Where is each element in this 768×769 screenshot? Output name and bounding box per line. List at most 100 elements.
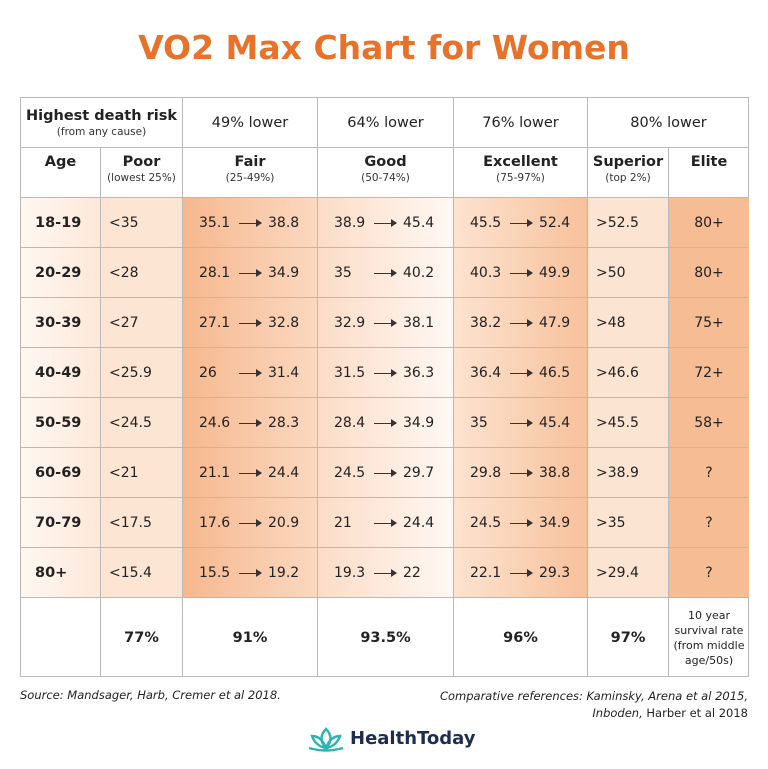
range-start: 35 (470, 414, 488, 431)
value: <15.4 (109, 564, 152, 581)
value: <28 (109, 264, 139, 281)
column-name: Excellent (483, 154, 558, 170)
value: 72+ (694, 364, 724, 381)
ref-text: Harber et al 2018 (646, 706, 748, 720)
cell: >52.5 (587, 197, 668, 247)
range: 15.5 19.2 (183, 548, 317, 597)
value: <17.5 (109, 514, 152, 531)
cell: <28 (100, 247, 182, 297)
title: VO2 Max Chart for Women (138, 28, 630, 67)
cell: >35 (587, 497, 668, 547)
cell: 35.1 38.8 (182, 197, 317, 247)
range-start: 21 (334, 514, 352, 531)
cell: 31.5 36.3 (317, 347, 453, 397)
value: ? (705, 464, 713, 481)
survival-rate: 97% (610, 629, 646, 646)
cell: 35 40.2 (317, 247, 453, 297)
value: 80+ (694, 214, 724, 231)
survival-rate: 93.5% (360, 629, 411, 646)
cell: Highest death risk (from any cause) (20, 97, 182, 147)
range-end: 38.8 (539, 464, 571, 481)
cell (20, 597, 100, 677)
range-end: 38.8 (268, 214, 300, 231)
cell: 19.3 22 (317, 547, 453, 597)
value: >38.9 (596, 464, 639, 481)
cell: 21.1 24.4 (182, 447, 317, 497)
age: 50-59 (35, 414, 82, 431)
arrow (374, 468, 397, 477)
range: 45.5 52.4 (454, 198, 587, 247)
range-start: 40.3 (470, 264, 502, 281)
ref-text: Comparative references: Kaminsky, Arena … (439, 689, 748, 703)
arrow (510, 218, 533, 227)
arrow (374, 318, 397, 327)
arrow (239, 368, 262, 377)
cell: 58+ (668, 397, 749, 447)
range: 21.1 24.4 (183, 448, 317, 497)
range: 40.3 49.9 (454, 248, 587, 297)
column-name: Good (364, 154, 407, 170)
range-end: 52.4 (539, 214, 571, 231)
range-start: 45.5 (470, 214, 502, 231)
cell: Fair (25-49%) (182, 147, 317, 197)
range-end: 20.9 (268, 514, 300, 531)
range-start: 17.6 (199, 514, 231, 531)
range-start: 22.1 (470, 564, 502, 581)
group-label: 76% lower (482, 114, 559, 131)
range-end: 24.4 (403, 514, 435, 531)
arrow (239, 218, 262, 227)
arrow (510, 568, 533, 577)
range-start: 29.8 (470, 464, 502, 481)
cell: 72+ (668, 347, 749, 397)
age: 20-29 (35, 264, 82, 281)
cell: 91% (182, 597, 317, 677)
range: 35 40.2 (318, 248, 453, 297)
range: 27.1 32.8 (183, 298, 317, 347)
value: <24.5 (109, 414, 152, 431)
cell: 60-69 (20, 447, 100, 497)
range-end: 31.4 (268, 364, 300, 381)
range-end: 49.9 (539, 264, 571, 281)
range: 29.8 38.8 (454, 448, 587, 497)
header-sub: (from any cause) (56, 125, 147, 138)
cell: <25.9 (100, 347, 182, 397)
cell: 80+ (20, 547, 100, 597)
range: 24.5 29.7 (318, 448, 453, 497)
range-start: 28.4 (334, 414, 366, 431)
arrow (374, 568, 397, 577)
cell: 15.5 19.2 (182, 547, 317, 597)
range-start: 38.9 (334, 214, 366, 231)
cell: <24.5 (100, 397, 182, 447)
table: Highest death risk (from any cause) 49% lo… (20, 97, 749, 677)
column-sub: (top 2%) (605, 172, 651, 184)
cell: 75+ (668, 297, 749, 347)
cell: 29.8 38.8 (453, 447, 587, 497)
value: >48 (596, 314, 626, 331)
column-name: Age (44, 154, 77, 170)
cell: 35 45.4 (453, 397, 587, 447)
ref-text: Inboden, (592, 706, 643, 720)
cell: 20-29 (20, 247, 100, 297)
range-start: 36.4 (470, 364, 502, 381)
brand: HealthToday (350, 728, 476, 749)
age: 70-79 (35, 514, 82, 531)
value: >52.5 (596, 214, 639, 231)
arrow (239, 418, 262, 427)
value: >45.5 (596, 414, 639, 431)
references: Comparative references: Kaminsky, Arena … (440, 688, 748, 722)
cell: >45.5 (587, 397, 668, 447)
cell: 93.5% (317, 597, 453, 677)
range: 24.6 28.3 (183, 398, 317, 447)
arrow (374, 418, 397, 427)
survival-label: 10 year survival rate (from middle age/5… (673, 608, 745, 667)
cell: 30-39 (20, 297, 100, 347)
arrow (374, 518, 397, 527)
column-sub: (75-97%) (496, 172, 545, 184)
range-start: 24.5 (334, 464, 366, 481)
cell: 26 31.4 (182, 347, 317, 397)
range-end: 22 (403, 564, 421, 581)
cell: 28.1 34.9 (182, 247, 317, 297)
age: 30-39 (35, 314, 82, 331)
value: 80+ (694, 264, 724, 281)
column-name: Poor (122, 154, 161, 170)
